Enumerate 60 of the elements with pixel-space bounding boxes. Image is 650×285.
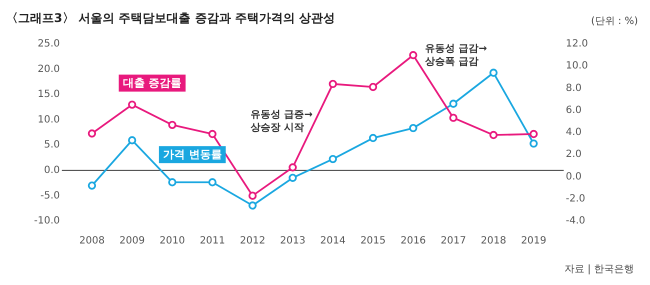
y2-tick-label: 6.0 [566,104,582,116]
point [168,178,176,186]
y-tick-label: 10.0 [38,114,60,126]
point [288,163,297,172]
point [208,130,217,138]
point [88,129,96,138]
x-tick-label: 2016 [400,236,426,247]
point [328,80,337,88]
y2-tick-label: 12.0 [566,38,588,50]
point [248,192,257,200]
x-tick-label: 2018 [480,236,506,247]
annotation: 유동성 급증→ 상승장 시작 [250,109,313,134]
y-tick-label: 15.0 [38,89,60,100]
x-tick-label: 2015 [360,236,386,247]
chart-title: 〈그래프3〉 서울의 주택담보대출 증감과 주택가격의 상관성 [6,10,336,27]
y-tick-label: 5.0 [44,140,60,151]
point [328,154,337,164]
point [288,174,297,182]
series-label: 가격 변동률 [162,148,222,162]
point [489,130,498,140]
y2-tick-label: 2.0 [566,149,582,160]
x-tick-label: 2017 [440,236,466,247]
x-tick-label: 2014 [320,236,346,247]
point [530,130,538,138]
point [489,68,498,77]
y-tick-label: 0.0 [44,165,60,176]
y-tick-label: 25.0 [38,38,60,50]
x-tick-label: 2009 [119,236,145,247]
point [168,120,176,130]
x-tick-label: 2019 [520,236,546,247]
annotation: 유동성 급감→ 상승폭 급감 [425,44,488,68]
y2-tick-label: 8.0 [566,82,582,94]
x-tick-label: 2011 [200,236,226,247]
point [368,82,378,92]
text: (단위 : %) [590,15,638,28]
y2-tick-label: -2.0 [566,193,586,204]
point [530,139,538,148]
y2-tick-label: -4.0 [566,216,586,227]
point [368,134,378,142]
point [128,136,136,144]
text: 자료 | 한국은행 [564,263,634,276]
y2-tick-label: 4.0 [566,127,582,138]
y2-tick-label: 10.0 [566,60,588,72]
point [208,178,217,186]
point [409,51,418,60]
y-tick-label: -10.0 [34,216,60,227]
x-tick-label: 2008 [79,236,105,247]
x-tick-label: 2012 [240,236,266,247]
point [449,114,458,122]
point [409,124,418,132]
y-tick-label: -5.0 [40,190,60,202]
point [128,100,136,109]
x-tick-label: 2010 [160,236,185,247]
x-tick-label: 2013 [280,236,306,247]
series-label: 대출 증감률 [122,76,182,90]
point [449,100,458,108]
y2-tick-label: 0.0 [566,171,582,182]
point [248,201,257,210]
point [88,182,96,190]
y-tick-label: 20.0 [38,64,60,75]
